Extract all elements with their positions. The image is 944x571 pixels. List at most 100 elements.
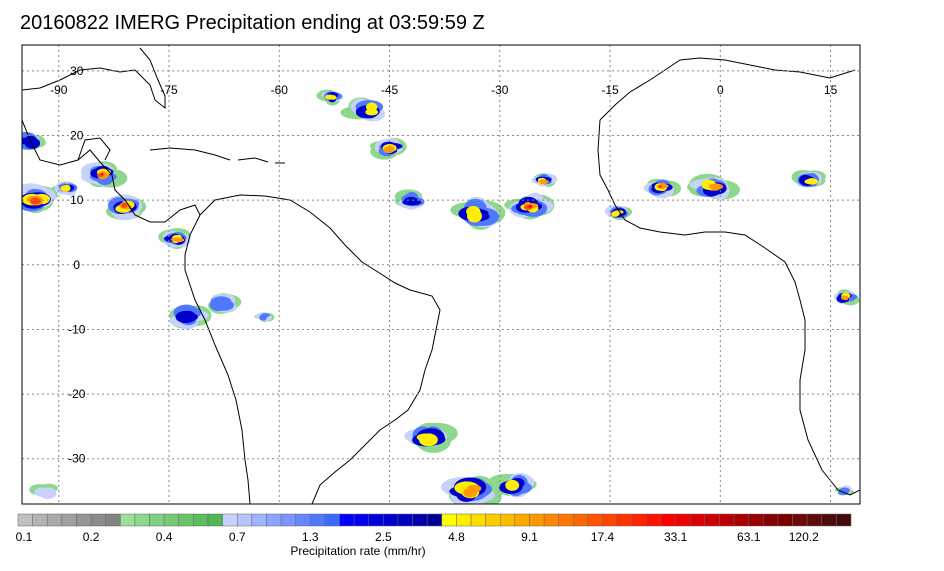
precip-cell bbox=[365, 108, 379, 116]
colorbar-cell bbox=[748, 513, 764, 527]
precip-cluster bbox=[504, 192, 555, 220]
precip-cluster bbox=[208, 293, 242, 314]
lon-tick-label: -45 bbox=[381, 83, 399, 97]
colorbar-cell bbox=[61, 513, 77, 527]
precip-cell bbox=[540, 179, 549, 184]
precip-cluster bbox=[833, 289, 860, 306]
coastline-cuba bbox=[149, 147, 231, 161]
colorbar-cell bbox=[456, 513, 472, 527]
colorbar-axis-label: Precipitation rate (mm/hr) bbox=[290, 544, 425, 558]
lat-tick-label: 0 bbox=[73, 258, 80, 272]
colorbar-tick-label: 4.8 bbox=[448, 530, 465, 544]
colorbar-cell bbox=[675, 513, 691, 527]
precip-cell bbox=[173, 237, 185, 243]
precip-cluster bbox=[791, 170, 826, 188]
colorbar-tick-label: 9.1 bbox=[521, 530, 538, 544]
precip-cell bbox=[41, 487, 55, 497]
coastline-yucatan bbox=[77, 137, 111, 161]
precip-cluster bbox=[440, 475, 502, 504]
lat-tick-label: -30 bbox=[68, 452, 86, 466]
precip-cluster bbox=[340, 97, 385, 122]
precip-cell bbox=[657, 185, 663, 189]
colorbar-cells bbox=[17, 513, 852, 527]
coastlines bbox=[22, 47, 860, 504]
precip-cluster bbox=[604, 205, 633, 221]
colorbar-tick-label: 0.4 bbox=[156, 530, 173, 544]
lat-tick-label: 30 bbox=[70, 64, 84, 78]
lat-tick-label: -20 bbox=[68, 387, 86, 401]
precip-cluster bbox=[404, 422, 458, 453]
precip-cell bbox=[261, 313, 270, 318]
colorbar-cell bbox=[602, 513, 618, 527]
colorbar-tick-label: 1.3 bbox=[302, 530, 319, 544]
colorbar-cell bbox=[193, 513, 209, 527]
colorbar-cell bbox=[295, 513, 311, 527]
colorbar-cell bbox=[704, 513, 720, 527]
colorbar-cell bbox=[500, 513, 516, 527]
precip-cell bbox=[466, 206, 481, 217]
colorbar-cell bbox=[149, 513, 165, 527]
precip-cell bbox=[463, 487, 478, 498]
colorbar-cell bbox=[120, 513, 136, 527]
colorbar-cell bbox=[689, 513, 706, 527]
colorbar-labels: 0.1 0.2 0.4 0.7 1.3 2.5 4.8 9.1 17.4 33.1 63.1 120.… bbox=[16, 530, 819, 544]
precip-cluster bbox=[158, 228, 191, 250]
precip-cell bbox=[613, 210, 624, 214]
precip-cluster bbox=[316, 89, 344, 106]
grid-labels: -90 -75 -60 -45 -30 -15 0 15 30 20 10 0 -10 -20 -30 bbox=[50, 64, 838, 466]
colorbar-cell bbox=[616, 513, 633, 527]
lat-tick-label: -10 bbox=[68, 322, 86, 336]
colorbar-cell bbox=[836, 513, 852, 527]
colorbar-cell bbox=[543, 513, 559, 527]
precip-cluster bbox=[169, 304, 212, 330]
colorbar-cell bbox=[266, 513, 282, 527]
colorbar-cell bbox=[426, 513, 443, 527]
colorbar-cell bbox=[222, 513, 238, 527]
colorbar-cell bbox=[46, 513, 63, 527]
lon-tick-label: -60 bbox=[271, 83, 289, 97]
lon-tick-label: -30 bbox=[491, 83, 509, 97]
precip-cluster bbox=[450, 196, 506, 230]
precip-cell bbox=[709, 183, 724, 190]
colorbar-tick-label: 0.1 bbox=[16, 530, 33, 544]
colorbar-cell bbox=[368, 513, 384, 527]
colorbar-cell bbox=[558, 513, 574, 527]
lat-lon-grid bbox=[22, 45, 860, 504]
colorbar-cell bbox=[163, 513, 180, 527]
lon-tick-label: 0 bbox=[717, 83, 724, 97]
coastline-africa bbox=[597, 57, 860, 496]
colorbar-cell bbox=[412, 513, 428, 527]
lon-tick-label: -75 bbox=[160, 83, 178, 97]
colorbar-cell bbox=[660, 513, 676, 527]
colorbar-cell bbox=[470, 513, 486, 527]
colorbar-cell bbox=[646, 513, 662, 527]
colorbar-cell bbox=[383, 513, 399, 527]
colorbar-cell bbox=[587, 513, 603, 527]
precip-cluster bbox=[51, 181, 78, 196]
colorbar-cell bbox=[806, 513, 823, 527]
precip-cell bbox=[806, 178, 818, 185]
colorbar-cell bbox=[236, 513, 253, 527]
precip-cell bbox=[418, 433, 438, 447]
colorbar-cell bbox=[777, 513, 793, 527]
colorbar-tick-label: 120.2 bbox=[789, 530, 819, 544]
colorbar-cell bbox=[280, 513, 296, 527]
precip-cell bbox=[100, 172, 104, 176]
coastline-central-america bbox=[22, 119, 201, 223]
precip-cluster bbox=[29, 483, 59, 499]
precip-cell bbox=[843, 296, 849, 301]
colorbar-tick-label: 33.1 bbox=[664, 530, 688, 544]
precip-cell bbox=[214, 299, 234, 311]
coastline-hispaniola bbox=[237, 157, 269, 163]
precip-cluster bbox=[369, 137, 407, 160]
precip-cell bbox=[121, 202, 127, 208]
colorbar-cell bbox=[514, 513, 530, 527]
precip-cell bbox=[175, 310, 197, 324]
lon-tick-label: 15 bbox=[824, 83, 838, 97]
colorbar-tick-label: 2.5 bbox=[375, 530, 392, 544]
colorbar-cell bbox=[733, 513, 749, 527]
precip-cell bbox=[528, 204, 533, 208]
colorbar-cell bbox=[134, 513, 150, 527]
precip-cell bbox=[30, 197, 41, 205]
